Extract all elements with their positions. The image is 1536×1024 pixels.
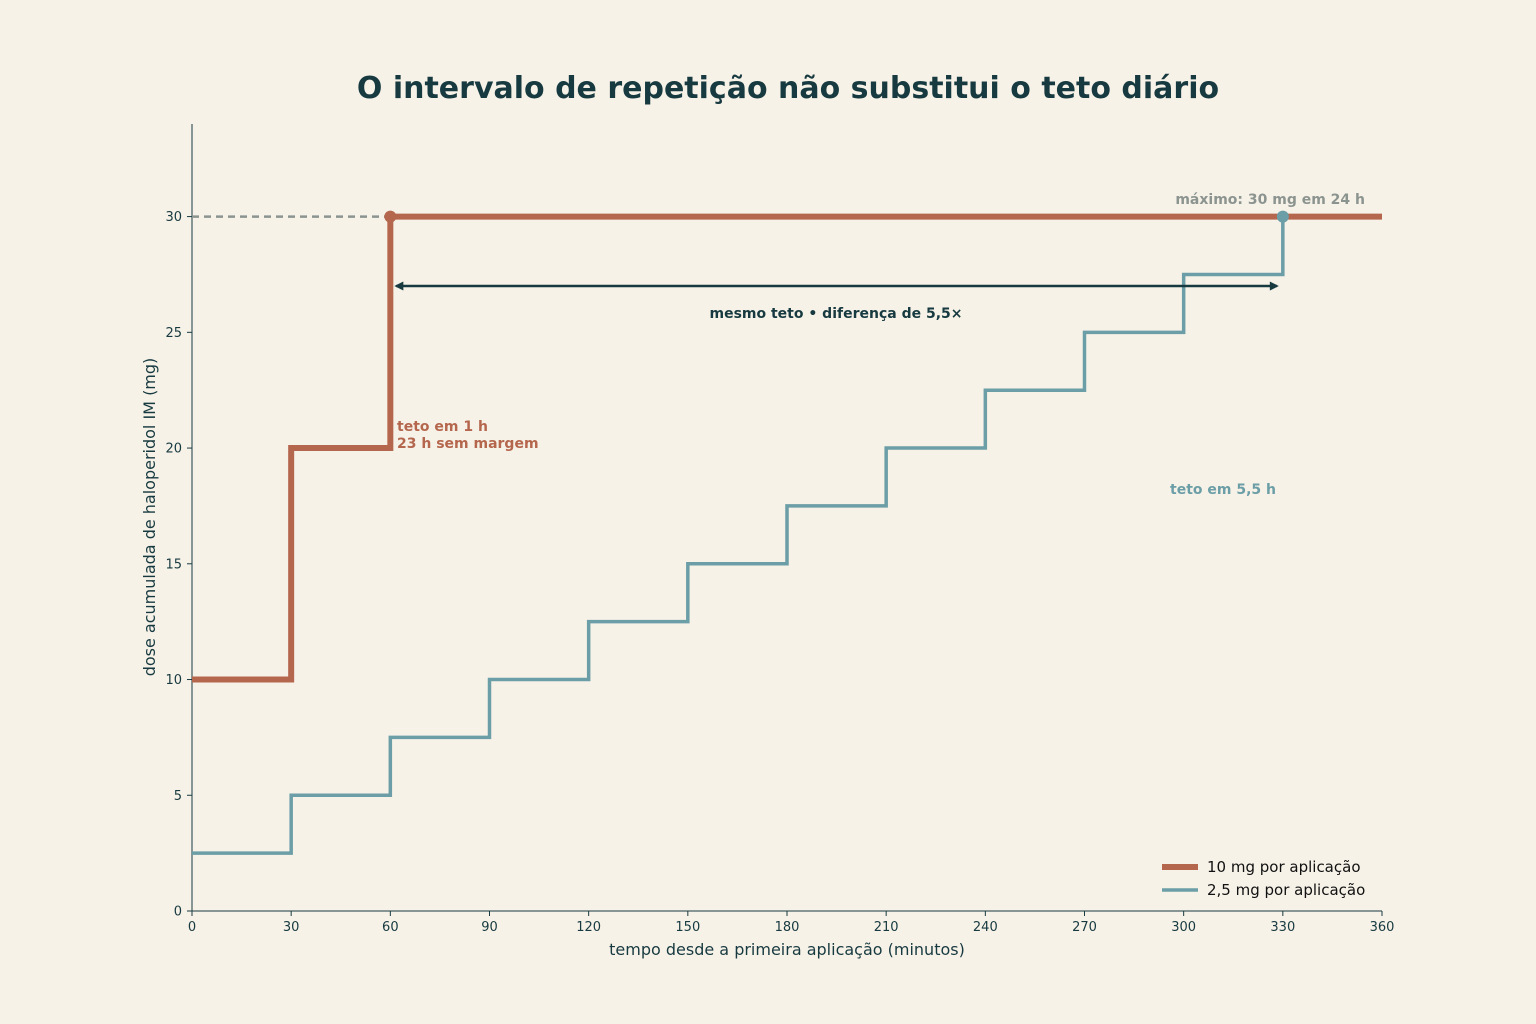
y-tick-label: 20 bbox=[165, 442, 182, 457]
x-tick-label: 300 bbox=[1171, 920, 1196, 935]
x-tick-label: 90 bbox=[481, 920, 498, 935]
series-line-2-5mg bbox=[192, 214, 1382, 855]
annotation-10mg-line2: 23 h sem margem bbox=[397, 436, 539, 452]
x-axis-label: tempo desde a primeira aplicação (minuto… bbox=[609, 940, 965, 959]
x-tick-label: 0 bbox=[188, 920, 196, 935]
legend-label-2-5mg: 2,5 mg por aplicação bbox=[1207, 881, 1365, 899]
y-axis-label: dose acumulada de haloperidol IM (mg) bbox=[140, 358, 159, 677]
legend: 10 mg por aplicação 2,5 mg por aplicação bbox=[1162, 858, 1365, 899]
axes: 0 30 60 90 120 150 180 210 240 270 300 330 360 0 5 10 15… bbox=[165, 124, 1394, 935]
x-tick-label: 210 bbox=[874, 920, 899, 935]
comparison-arrow-head-right bbox=[1269, 281, 1279, 291]
x-tick-label: 150 bbox=[675, 920, 700, 935]
series-lines bbox=[192, 210, 1382, 855]
x-tick-label: 330 bbox=[1270, 920, 1295, 935]
x-tick-label: 270 bbox=[1072, 920, 1097, 935]
x-tick-label: 60 bbox=[382, 920, 399, 935]
y-tick-label: 5 bbox=[174, 789, 182, 804]
comparison-arrow-label: mesmo teto • diferença de 5,5× bbox=[709, 306, 962, 322]
x-tick-label: 120 bbox=[576, 920, 601, 935]
x-tick-label: 180 bbox=[775, 920, 800, 935]
annotation-2-5mg: teto em 5,5 h bbox=[1170, 482, 1276, 498]
comparison-arrow-head-left bbox=[394, 281, 404, 291]
legend-label-10mg: 10 mg por aplicação bbox=[1207, 858, 1361, 876]
y-tick-label: 30 bbox=[165, 210, 182, 225]
annotations: máximo: 30 mg em 24 h mesmo teto • difere… bbox=[394, 192, 1365, 498]
chart-title: O intervalo de repetição não substitui o… bbox=[357, 71, 1219, 106]
x-tick-label: 30 bbox=[283, 920, 300, 935]
y-tick-label: 25 bbox=[165, 326, 182, 341]
y-tick-label: 10 bbox=[165, 673, 182, 688]
ceiling-max-label: máximo: 30 mg em 24 h bbox=[1175, 192, 1365, 208]
y-tick-label: 0 bbox=[174, 905, 182, 920]
ceiling-marker-2-5mg bbox=[1276, 210, 1289, 223]
x-tick-label: 240 bbox=[973, 920, 998, 935]
ceiling-marker-10mg bbox=[384, 210, 397, 223]
y-tick-label: 15 bbox=[165, 557, 182, 572]
series-line-10mg bbox=[192, 213, 1382, 683]
annotation-10mg-line1: teto em 1 h bbox=[397, 419, 488, 435]
x-tick-label: 360 bbox=[1370, 920, 1395, 935]
